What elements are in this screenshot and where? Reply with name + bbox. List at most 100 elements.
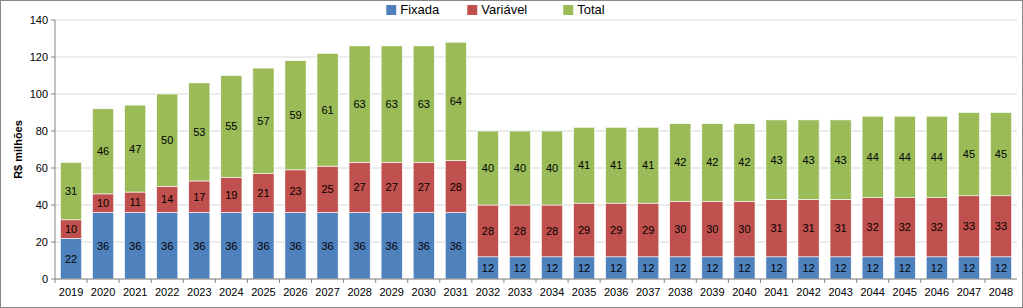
x-tick xyxy=(824,279,825,283)
data-label: 36 xyxy=(386,240,398,252)
data-label: 41 xyxy=(578,159,590,171)
y-tick xyxy=(51,94,55,95)
data-label: 36 xyxy=(289,240,301,252)
bar-segment xyxy=(766,199,787,256)
bar-segment xyxy=(349,212,370,279)
chart: 020406080100120140R$ milhões221031361046… xyxy=(0,0,1023,308)
bar-segment xyxy=(413,212,434,279)
bar-segment xyxy=(894,257,915,279)
data-label: 10 xyxy=(65,223,77,235)
x-tick-label: 2046 xyxy=(925,286,949,298)
data-label: 55 xyxy=(225,120,237,132)
x-tick xyxy=(600,279,601,283)
data-label: 12 xyxy=(867,262,879,274)
bar-segment xyxy=(766,257,787,279)
bar-segment xyxy=(541,205,562,257)
x-tick xyxy=(856,279,857,283)
x-tick xyxy=(664,279,665,283)
x-tick-label: 2048 xyxy=(989,286,1013,298)
grid-line xyxy=(55,20,1017,21)
y-tick-label: 140 xyxy=(30,14,48,26)
legend-label: Fixada xyxy=(400,2,440,17)
data-label: 40 xyxy=(482,162,494,174)
data-label: 36 xyxy=(129,240,141,252)
x-tick-label: 2021 xyxy=(123,286,147,298)
x-tick-label: 2029 xyxy=(379,286,403,298)
bar-segment xyxy=(990,196,1011,257)
x-tick-label: 2019 xyxy=(59,286,83,298)
bar-segment xyxy=(381,46,402,163)
bar-segment xyxy=(60,220,81,239)
bar-segment xyxy=(702,124,723,202)
x-tick xyxy=(728,279,729,283)
data-label: 36 xyxy=(161,240,173,252)
y-tick-label: 100 xyxy=(30,88,48,100)
bar-segment xyxy=(509,131,530,205)
bar-segment xyxy=(638,257,659,279)
data-label: 29 xyxy=(610,224,622,236)
bar-segment xyxy=(830,257,851,279)
x-tick xyxy=(952,279,953,283)
bar-segment xyxy=(285,61,306,170)
bar-segment xyxy=(574,203,595,257)
x-tick xyxy=(55,279,56,283)
bar-segment xyxy=(93,212,114,279)
data-label: 28 xyxy=(482,225,494,237)
data-label: 12 xyxy=(770,262,782,274)
x-tick-label: 2037 xyxy=(636,286,660,298)
bar-segment xyxy=(798,120,819,200)
bar-segment xyxy=(509,205,530,257)
x-tick xyxy=(343,279,344,283)
x-tick xyxy=(984,279,985,283)
data-label: 44 xyxy=(931,151,943,163)
y-axis xyxy=(55,20,56,279)
bar-segment xyxy=(894,116,915,197)
bar-segment xyxy=(638,203,659,257)
x-tick-label: 2023 xyxy=(187,286,211,298)
legend-label: Variável xyxy=(481,2,527,17)
bar-segment xyxy=(381,212,402,279)
bar-segment xyxy=(926,116,947,197)
data-label: 12 xyxy=(706,262,718,274)
bar-segment xyxy=(606,203,627,257)
data-label: 12 xyxy=(802,262,814,274)
x-tick xyxy=(119,279,120,283)
bar-segment xyxy=(221,177,242,212)
bar-segment xyxy=(189,212,210,279)
bar-segment xyxy=(349,46,370,163)
x-tick-label: 2022 xyxy=(155,286,179,298)
data-label: 36 xyxy=(257,240,269,252)
bar-segment xyxy=(734,201,755,256)
data-label: 28 xyxy=(546,225,558,237)
bar-segment xyxy=(830,199,851,256)
data-label: 28 xyxy=(450,181,462,193)
x-tick xyxy=(247,279,248,283)
bar-segment xyxy=(60,162,81,219)
data-label: 12 xyxy=(899,262,911,274)
x-tick xyxy=(439,279,440,283)
data-label: 45 xyxy=(963,148,975,160)
data-label: 47 xyxy=(129,143,141,155)
x-tick-label: 2020 xyxy=(91,286,115,298)
data-label: 44 xyxy=(899,151,911,163)
x-tick-label: 2040 xyxy=(732,286,756,298)
data-label: 27 xyxy=(386,181,398,193)
y-tick-label: 60 xyxy=(36,162,48,174)
data-label: 28 xyxy=(514,225,526,237)
bar-segment xyxy=(958,257,979,279)
bar-segment xyxy=(125,192,146,212)
x-tick-label: 2047 xyxy=(957,286,981,298)
data-label: 12 xyxy=(514,262,526,274)
data-label: 21 xyxy=(257,187,269,199)
bar-segment xyxy=(574,257,595,279)
x-tick xyxy=(696,279,697,283)
data-label: 12 xyxy=(674,262,686,274)
y-tick-label: 80 xyxy=(36,125,48,137)
x-tick-label: 2044 xyxy=(860,286,884,298)
x-tick-label: 2025 xyxy=(251,286,275,298)
data-label: 12 xyxy=(482,262,494,274)
data-label: 41 xyxy=(642,159,654,171)
data-label: 64 xyxy=(450,95,462,107)
y-tick xyxy=(51,57,55,58)
bar-segment xyxy=(125,105,146,192)
